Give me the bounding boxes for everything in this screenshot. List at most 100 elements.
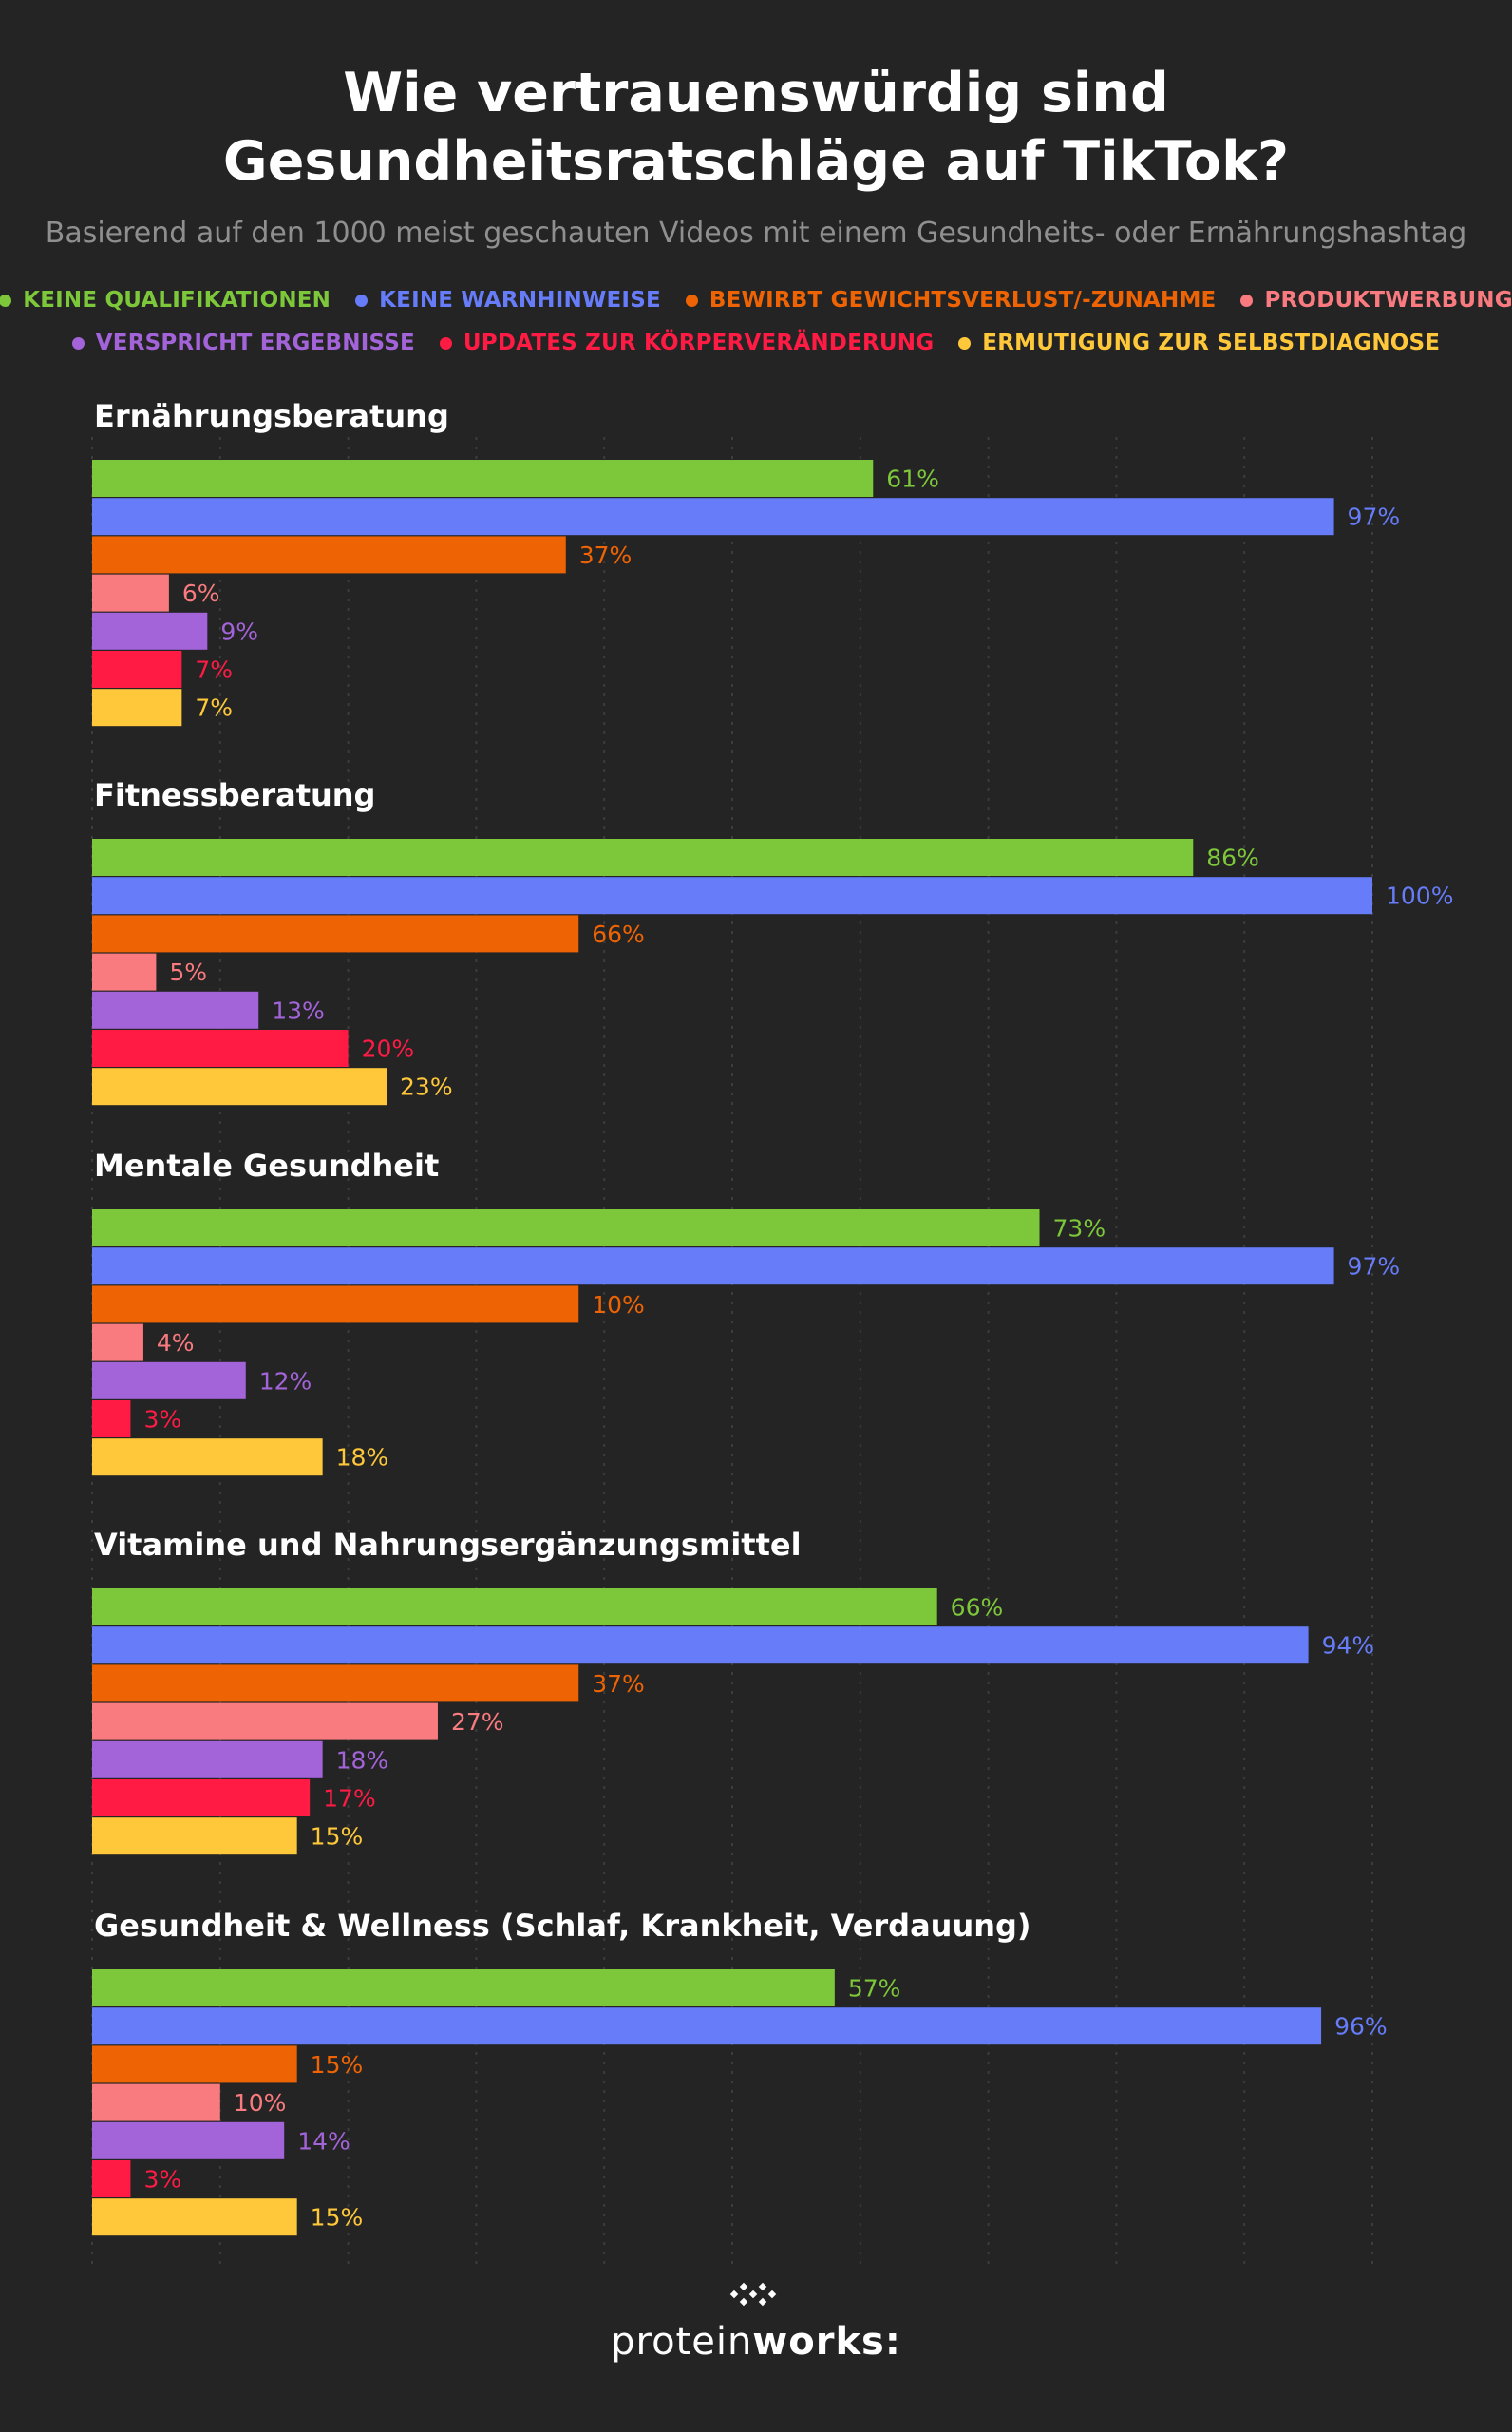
bar-value-label: 20% [362,1036,415,1063]
bar-value-label: 96% [1334,2013,1388,2041]
bar [92,953,157,991]
legend-dot [439,336,452,350]
brand-part-protein: protein [611,2320,753,2364]
bar [92,991,259,1029]
bar [92,2121,285,2159]
legend-label: KEINE WARNHINWEISE [379,288,661,313]
legend-item-gewichtsverlust: BEWIRBT GEWICHTSVERLUST/-ZUNAHME [685,288,1217,313]
bar-value-label: 97% [1348,1253,1401,1281]
legend-dot [71,336,85,350]
bar [92,536,566,574]
chart-subtitle: Basierend auf den 1000 meist geschauten … [45,217,1467,250]
bar [92,651,182,688]
bar-value-label: 3% [143,2166,181,2194]
bar [92,1361,246,1399]
group-title: Fitnessberatung [94,777,375,813]
bar [92,2007,1322,2045]
bar [92,1702,438,1740]
legend-item-selbstdiagnose: ERMUTIGUNG ZUR SELBSTDIAGNOSE [958,331,1440,355]
bar-value-label: 66% [951,1594,1004,1622]
bar [92,2198,297,2236]
bar-value-label: 7% [195,656,233,684]
legend-label: KEINE QUALIFIKATIONEN [23,288,331,313]
bar-value-label: 5% [169,959,207,986]
bar [92,915,579,953]
bar-value-label: 27% [451,1708,504,1736]
bar-value-label: 13% [272,997,325,1024]
bar [92,1209,1040,1246]
chart-title: Wie vertrauenswürdig sind Gesundheitsrat… [222,62,1290,193]
bar-value-label: 37% [592,1670,645,1698]
legend-label: ERMUTIGUNG ZUR SELBSTDIAGNOSE [982,331,1441,355]
bar-value-label: 4% [157,1329,195,1357]
legend-row-1: KEINE QUALIFIKATIONEN KEINE WARNHINWEISE… [0,288,1512,313]
bar-value-label: 6% [182,580,220,607]
bar [92,498,1334,536]
legend-item-keine-qualifikationen: KEINE QUALIFIKATIONEN [0,288,331,313]
legend-label: VERSPRICHT ERGEBNISSE [95,331,415,355]
bar-value-label: 10% [234,2089,287,2117]
bar [92,1068,387,1106]
bar [92,1247,1334,1285]
bar-value-label: 15% [311,2051,364,2079]
bar-value-label: 18% [336,1444,389,1472]
bar-value-label: 86% [1206,845,1259,872]
bar-value-label: 7% [195,694,233,722]
bar [92,1438,323,1476]
legend-item-koerperveraenderung: UPDATES ZUR KÖRPERVERÄNDERUNG [439,331,935,355]
legend-dot [958,336,972,350]
bar-value-label: 73% [1053,1215,1106,1243]
legend-item-keine-warnhinweise: KEINE WARNHINWEISE [355,288,661,313]
legend-dot [355,294,369,307]
group-title: Gesundheit & Wellness (Schlaf, Krankheit… [94,1908,1031,1944]
group-title: Vitamine und Nahrungsergänzungsmittel [94,1527,802,1563]
bar-value-label: 94% [1322,1632,1375,1660]
group-title: Mentale Gesundheit [94,1148,439,1184]
bar [92,1779,311,1816]
bar-value-label: 97% [1348,504,1401,531]
bar-value-label: 57% [848,1975,901,2003]
bar-value-label: 23% [400,1074,453,1101]
group-title: Ernährungsberatung [94,398,449,434]
bar [92,574,169,612]
legend-dot [1240,294,1254,307]
bar [92,1740,323,1778]
legend-item-produktwerbung: PRODUKTWERBUNG [1240,288,1512,313]
bar-value-label: 10% [592,1291,645,1319]
bar-value-label: 3% [143,1406,181,1434]
bar [92,1400,131,1437]
bar [92,689,182,727]
bar-value-label: 9% [220,618,258,645]
diamond-dots-icon [729,2282,777,2307]
bar-chart: Ernährungsberatung 61% 97% 37% 6%9% 7% 7% Fitne… [91,398,1453,2270]
bar-value-label: 14% [297,2127,350,2155]
bar-value-label: 66% [592,921,645,948]
bar [92,1588,937,1625]
bar [92,1626,1309,1664]
bar [92,839,1194,876]
legend-row-2: VERSPRICHT ERGEBNISSE UPDATES ZUR KÖRPER… [0,331,1512,355]
bar [92,1817,297,1855]
bar [92,612,208,650]
bar [92,1969,835,2006]
brand-part-works: works [752,2320,885,2364]
bar [92,2045,297,2083]
bar [92,2083,220,2121]
bar-value-label: 37% [579,542,633,569]
bar [92,1323,143,1361]
bar-value-label: 15% [311,1823,364,1851]
bar [92,877,1372,915]
legend-label: PRODUKTWERBUNG [1264,288,1512,313]
brand-logo: proteinworks: [0,2280,1512,2364]
bar [92,2160,131,2197]
bar-value-label: 18% [336,1746,389,1774]
legend-dot [0,294,12,307]
bar-value-label: 12% [259,1367,312,1395]
legend-item-verspricht-ergebnisse: VERSPRICHT ERGEBNISSE [71,331,415,355]
bar [92,1285,579,1323]
legend-label: BEWIRBT GEWICHTSVERLUST/-ZUNAHME [709,288,1217,313]
brand-name: proteinworks: [611,2320,901,2364]
bar-value-label: 15% [311,2204,364,2232]
bar [92,460,874,497]
legend-label: UPDATES ZUR KÖRPERVERÄNDERUNG [463,331,935,355]
